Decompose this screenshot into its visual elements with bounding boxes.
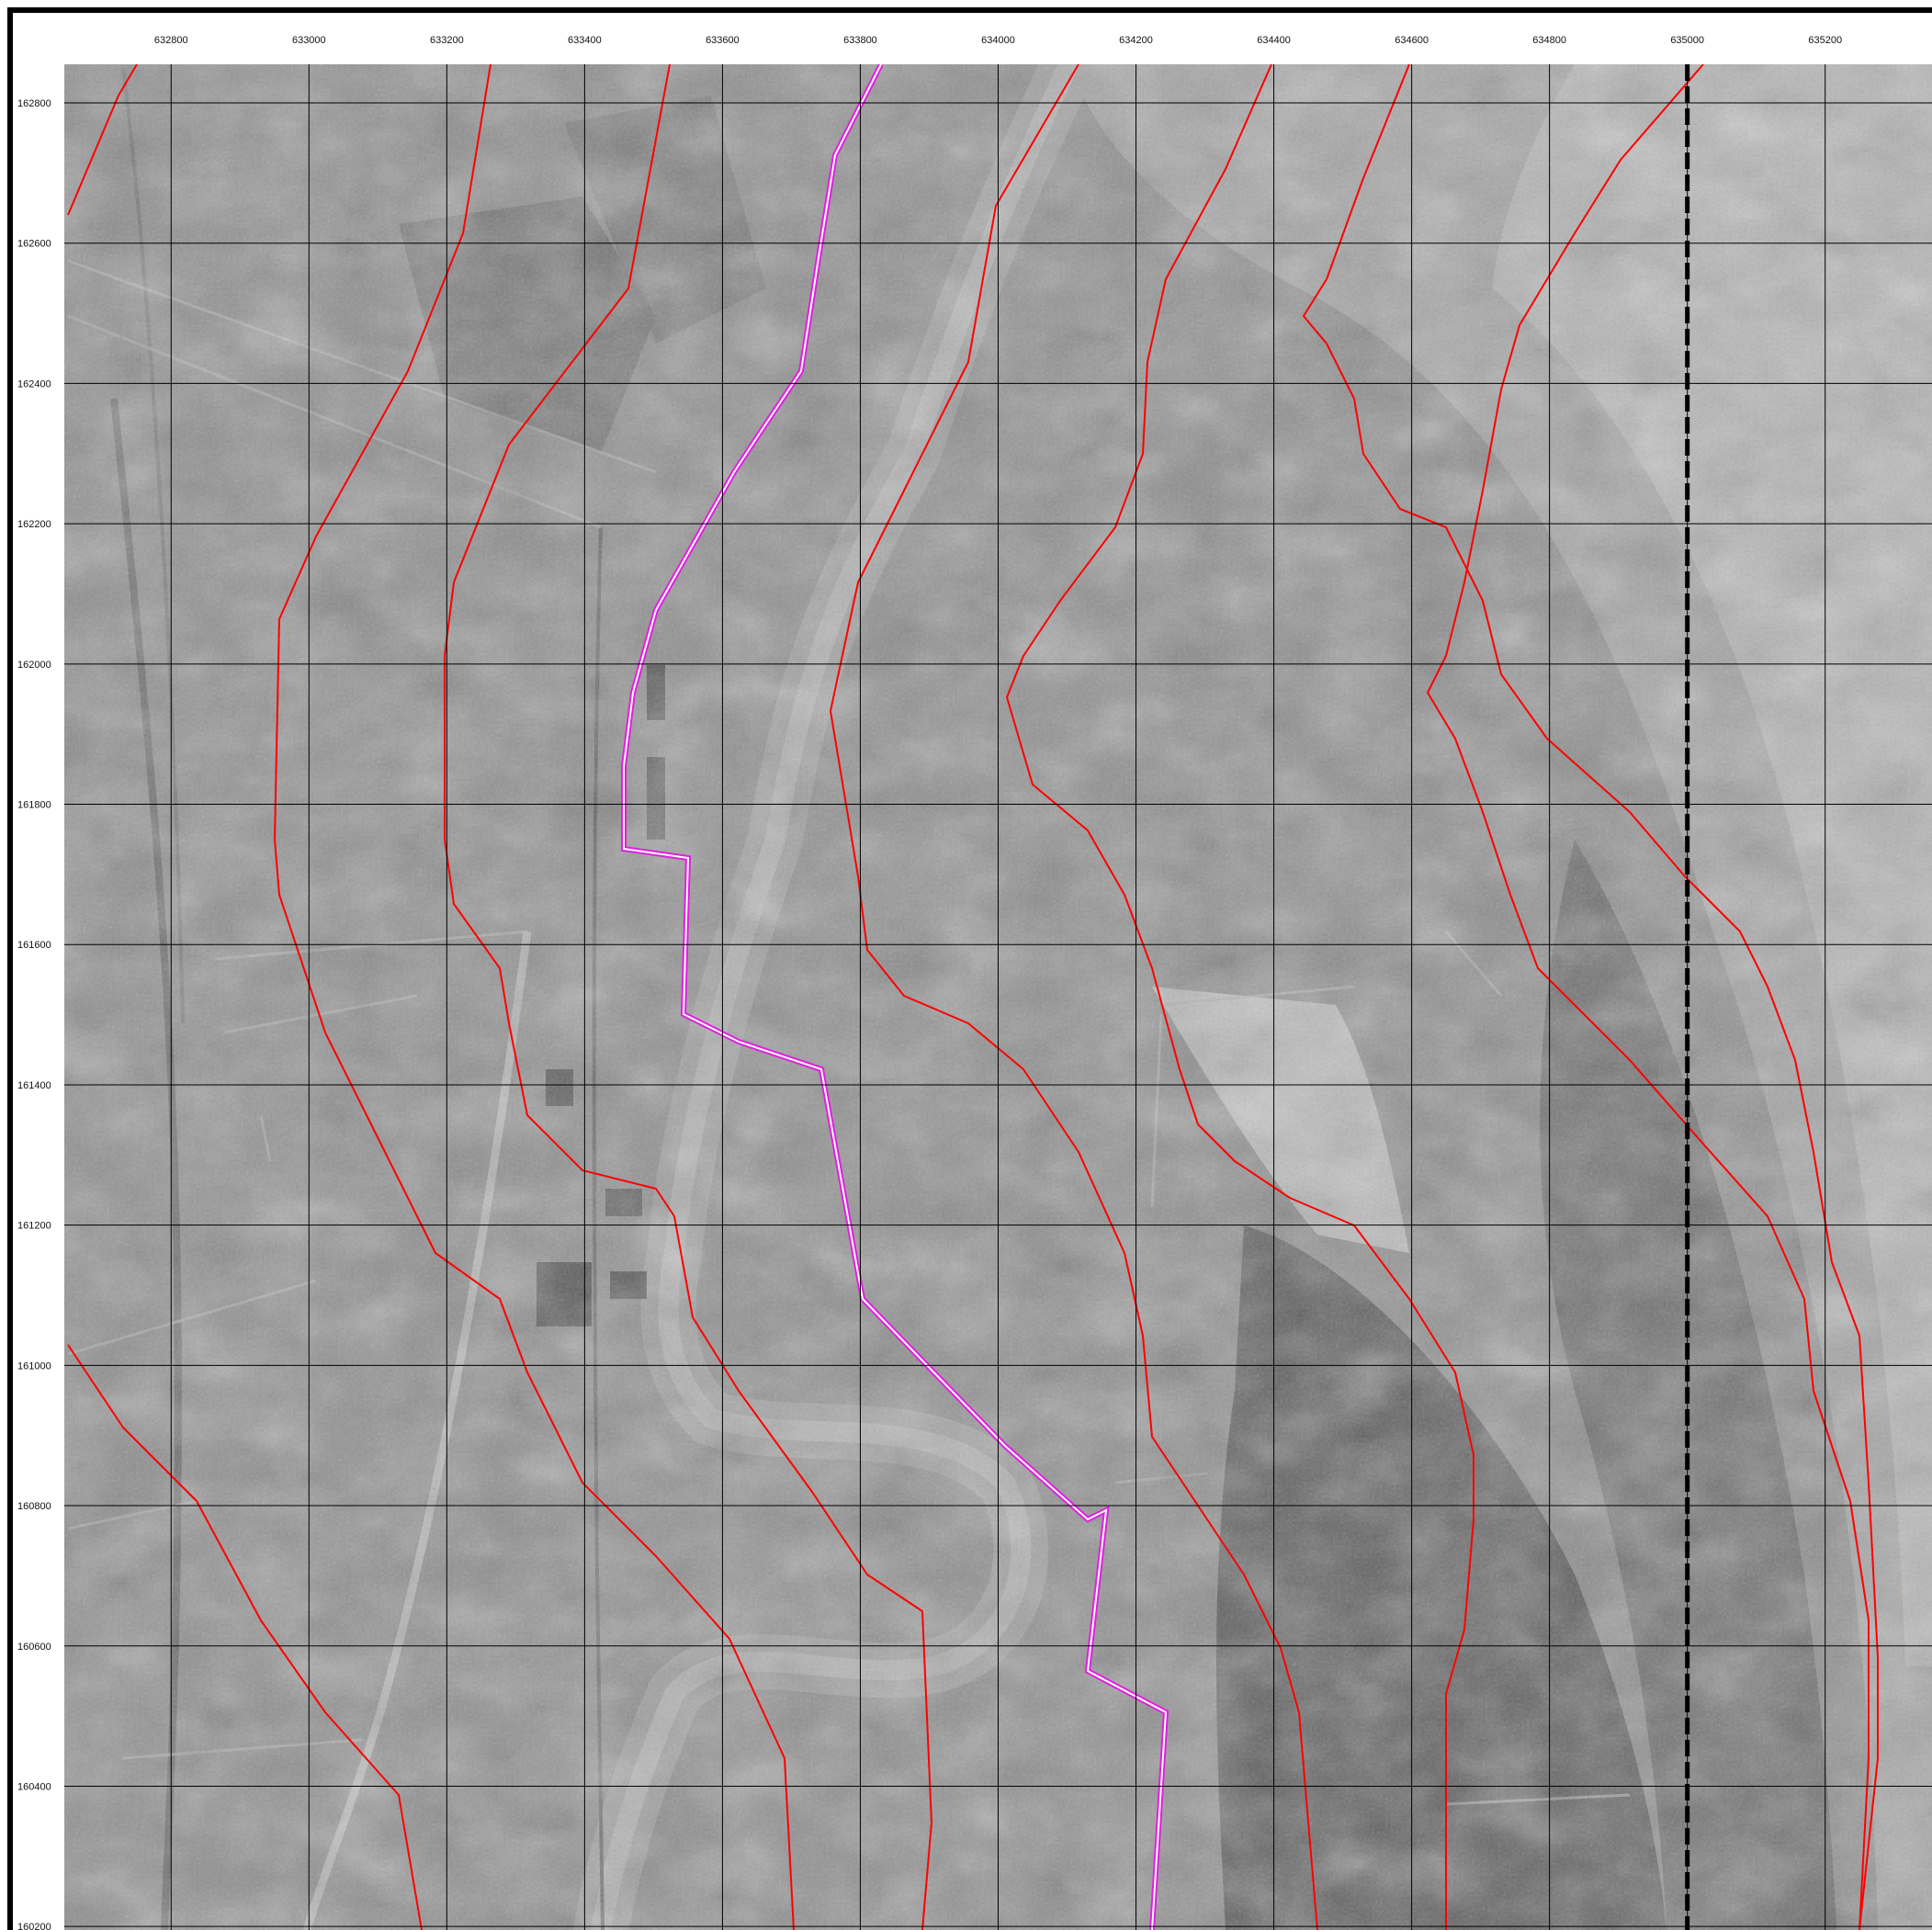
northing-tick-label: 161400	[17, 1080, 51, 1091]
easting-tick-label: 634600	[1395, 35, 1429, 46]
easting-tick-label: 632800	[154, 35, 188, 46]
contour-lines	[67, 64, 1879, 1930]
contour-line	[1303, 64, 1879, 1930]
northing-tick-label: 162800	[17, 98, 51, 109]
easting-tick-label: 634400	[1257, 35, 1291, 46]
contour-line	[830, 64, 1318, 1930]
easting-tick-label: 635000	[1670, 35, 1704, 46]
contour-line	[1006, 64, 1474, 1930]
easting-tick-label: 633800	[843, 35, 877, 46]
contour-line	[274, 64, 795, 1930]
easting-tick-label: 635200	[1808, 35, 1842, 46]
easting-tick-label: 634800	[1532, 35, 1566, 46]
northing-tick-label: 160200	[17, 1922, 51, 1930]
easting-tick-label: 633600	[706, 35, 740, 46]
contour-line	[67, 64, 138, 216]
northing-tick-label: 160600	[17, 1642, 51, 1653]
map-frame: 632800 633000 633200 633400 633600 633800 6340…	[7, 7, 1932, 1930]
easting-tick-label: 634000	[981, 35, 1015, 46]
northing-tick-label: 162400	[17, 378, 51, 389]
northing-tick-label: 162000	[17, 660, 51, 671]
northing-tick-label: 161000	[17, 1360, 51, 1371]
contour-line	[444, 64, 932, 1930]
route-inner-line	[623, 64, 1168, 1930]
easting-tick-label: 634200	[1119, 35, 1153, 46]
route-line	[621, 64, 1169, 1930]
northing-tick-label: 160400	[17, 1781, 51, 1792]
northing-tick-label: 161200	[17, 1221, 51, 1232]
contour-line	[1427, 64, 1870, 1930]
northing-tick-label: 162600	[17, 239, 51, 250]
coordinate-grid	[64, 64, 1932, 1930]
northing-tick-labels: 162800 162600 162400 162200 162000 161800 1616…	[17, 98, 51, 1930]
contour-line	[67, 1344, 423, 1930]
map-canvas[interactable]: 632800 633000 633200 633400 633600 633800 6340…	[13, 13, 1932, 1930]
northing-tick-label: 162200	[17, 519, 51, 530]
easting-tick-label: 633200	[430, 35, 464, 46]
northing-tick-label: 161600	[17, 940, 51, 951]
easting-tick-label: 633400	[568, 35, 602, 46]
easting-tick-labels: 632800 633000 633200 633400 633600 633800 6340…	[154, 35, 1842, 46]
northing-tick-label: 160800	[17, 1501, 51, 1512]
northing-tick-label: 161800	[17, 800, 51, 811]
easting-tick-label: 633000	[292, 35, 326, 46]
